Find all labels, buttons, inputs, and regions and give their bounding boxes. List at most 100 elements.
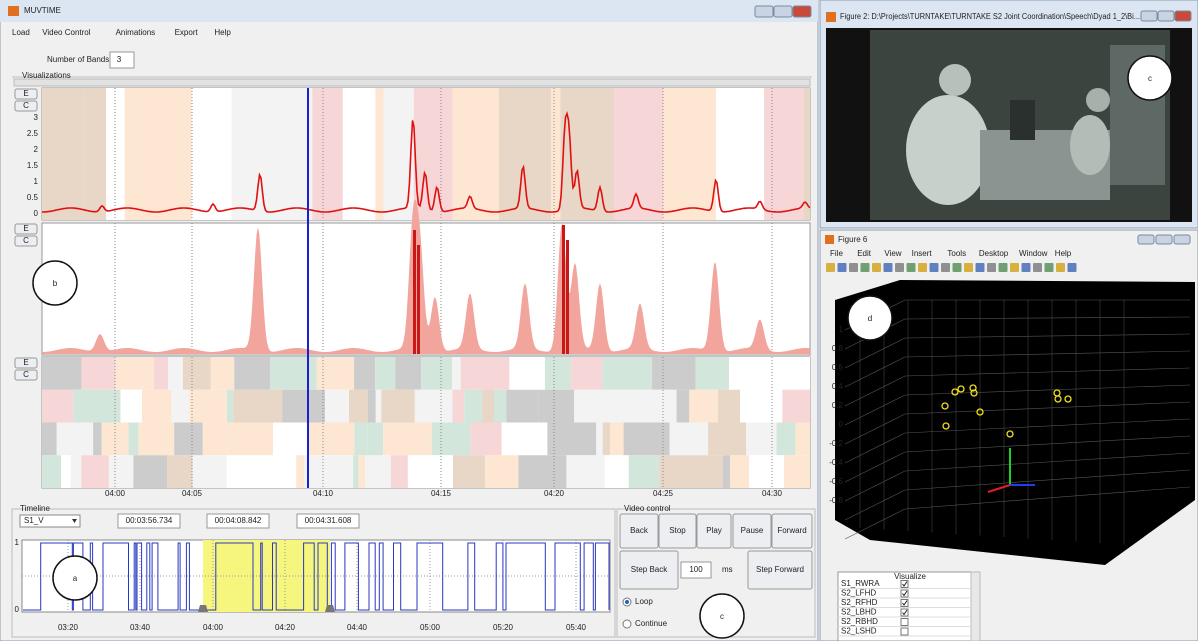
toolbar-icon[interactable] [872,263,881,272]
state-cell [602,357,652,390]
app-icon [826,12,836,22]
state-cell [349,390,368,423]
x-tick-label: 04:00 [203,623,224,632]
panel-button[interactable]: E [23,358,28,367]
state-cell [502,423,548,456]
menu-item[interactable]: Video Control [42,28,91,37]
video-button[interactable]: Forward [777,526,806,535]
window-button[interactable] [1175,11,1191,21]
menu-item[interactable]: Insert [912,249,933,258]
video-button[interactable]: Pause [741,526,764,535]
stream-name[interactable]: S1_V [24,516,44,525]
window-button[interactable] [793,6,811,17]
checkbox[interactable] [901,628,908,635]
toolbar-icon[interactable] [849,263,858,272]
bands-spinner[interactable] [110,52,134,68]
toolbar-icon[interactable] [976,263,985,272]
state-cell [42,357,82,390]
panel-button[interactable]: E [23,224,28,233]
toolbar-icon[interactable] [907,263,916,272]
video-button[interactable]: Play [706,526,722,535]
window-button[interactable] [1138,235,1154,244]
toolbar-icon[interactable] [861,263,870,272]
state-band [384,88,414,220]
x-tick-label: 03:20 [58,623,79,632]
toolbar-icon[interactable] [1068,263,1077,272]
toolbar-icon[interactable] [838,263,847,272]
toolbar-icon[interactable] [895,263,904,272]
app-icon [825,235,834,244]
state-cell [354,423,367,456]
toolbar-icon[interactable] [999,263,1008,272]
toolbar-icon[interactable] [918,263,927,272]
toolbar-icon[interactable] [1022,263,1031,272]
panel-button[interactable]: C [23,236,29,245]
video-button[interactable]: Step Back [631,565,668,574]
toolbar-icon[interactable] [987,263,996,272]
window-button[interactable] [1174,235,1190,244]
menu-item[interactable]: View [884,249,901,258]
menu-item[interactable]: Load [12,28,30,37]
radio-label[interactable]: Continue [635,619,668,628]
state-cell [71,455,82,488]
state-cell [317,357,354,390]
menu-item[interactable]: Help [214,28,231,37]
state-cell [730,455,749,488]
state-band [414,88,453,220]
toolbar-icon[interactable] [930,263,939,272]
state-cell [234,357,270,390]
z-tick-label: 0.2 [832,401,844,410]
app-icon [8,6,19,16]
toolbar-icon[interactable] [964,263,973,272]
state-cell [494,390,506,423]
menu-item[interactable]: Tools [947,249,966,258]
menu-item[interactable]: Animations [116,28,156,37]
toolbar-icon[interactable] [826,263,835,272]
radio[interactable] [623,620,631,628]
table-row-label: S2_LSHD [841,627,877,636]
video-button[interactable]: Stop [669,526,686,535]
toolbar-icon[interactable] [1010,263,1019,272]
video-button[interactable]: Step Forward [756,565,804,574]
y-tick-label: 1 [15,538,20,547]
toolbar-icon[interactable] [1033,263,1042,272]
panel-button[interactable]: C [23,370,29,379]
state-band [141,88,191,220]
step-value[interactable]: 100 [689,565,703,574]
state-cell [61,455,71,488]
toolbar-icon[interactable] [941,263,950,272]
radio-label[interactable]: Loop [635,597,653,606]
menu-item[interactable]: Edit [857,249,872,258]
video-person [906,95,990,205]
y-tick-label: 2 [34,145,39,154]
state-cell [452,357,460,390]
menu-item[interactable]: Desktop [979,249,1009,258]
toolbar-icon[interactable] [1056,263,1065,272]
state-cell [415,390,453,423]
checkbox[interactable] [901,619,908,626]
menu-item[interactable]: File [830,249,843,258]
state-cell [485,455,518,488]
state-cell [74,390,121,423]
toolbar-icon[interactable] [884,263,893,272]
window-button[interactable] [1141,11,1157,21]
panel-button[interactable]: C [23,101,29,110]
bands-value[interactable]: 3 [117,55,122,64]
window-button[interactable] [1156,235,1172,244]
window-button[interactable] [1158,11,1174,21]
video-button[interactable]: Back [630,526,649,535]
menu-item[interactable]: Window [1019,249,1048,258]
state-cell [391,455,408,488]
panel-button[interactable]: E [23,89,28,98]
state-cell [93,423,102,456]
window-button[interactable] [755,6,773,17]
state-cell [777,423,796,456]
toolbar-icon[interactable] [1045,263,1054,272]
state-band [764,88,803,220]
state-cell [183,357,211,390]
menu-item[interactable]: Export [175,28,199,37]
window-button[interactable] [774,6,792,17]
menu-item[interactable]: Help [1055,249,1072,258]
toolbar-icon[interactable] [953,263,962,272]
state-cell [432,423,471,456]
